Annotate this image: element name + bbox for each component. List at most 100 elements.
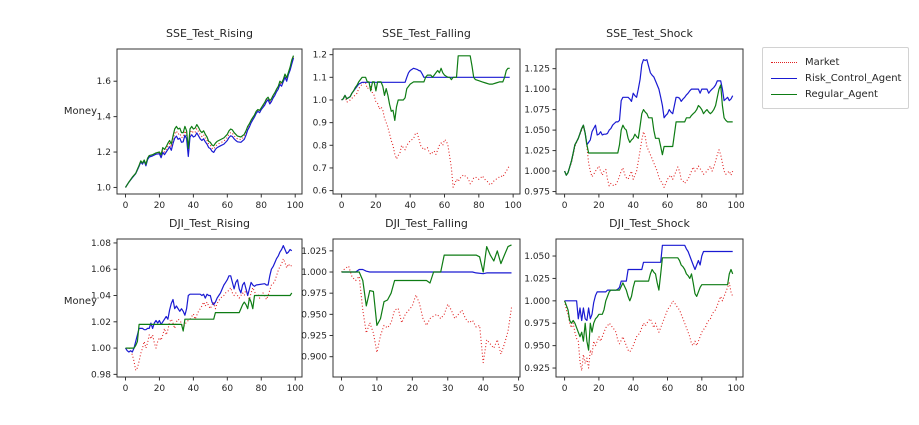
y-tick-label: 0.975 [524,188,550,198]
y-tick-label: 1.050 [524,252,550,262]
x-tick-label: 40 [627,384,639,394]
y-tick-label: 1.00 [91,344,111,354]
y-tick-label: 1.025 [524,147,550,157]
series-line-regular_agent [341,55,510,122]
x-tick-label: 80 [696,201,708,211]
x-tick-label: 0 [339,384,345,394]
legend-label: Risk_Control_Agent [805,72,902,84]
y-tick-label: 1.02 [91,318,111,328]
chart-title: DJI_Test_Rising [168,217,251,230]
x-tick-label: 20 [593,201,605,211]
x-tick-label: 100 [728,384,745,394]
subplot-dji-test-shock: DJI_Test_Shock 0 20 40 60 80 100 0.925 0.950 0.9… [508,215,752,399]
series-line-regular_agent [124,55,295,188]
x-tick-label: 80 [473,201,485,211]
legend-item-regular-agent: Regular_Agent [771,86,900,102]
series-line-risk_control_agent [341,67,510,101]
y-tick-label: 0.98 [91,370,111,380]
x-tick-label: 80 [696,384,708,394]
series-line-regular_agent [564,84,733,176]
axes-frame [332,238,521,378]
x-tick-label: 30 [442,384,454,394]
y-tick-label: 0.900 [301,353,327,363]
y-tick-label: 0.975 [301,289,327,299]
x-tick-label: 20 [154,384,166,394]
x-tick-label: 100 [505,201,522,211]
plot-area: 0 20 40 60 80 100 0.6 0.7 0.8 0.9 1.0 1.1 1.2 [313,48,522,211]
y-tick-label: 1.050 [524,126,550,136]
series-line-regular_agent [341,244,512,327]
x-tick-label: 0 [339,201,345,211]
series-line-market [341,265,513,364]
subplot-dji-test-rising: DJI_Test_Rising 0 20 40 60 80 100 0.98 1.00 1.02… [69,215,311,399]
legend-item-risk-control-agent: Risk_Control_Agent [771,70,902,86]
x-tick-label: 60 [222,201,234,211]
y-axis-label-row1: Money [63,106,97,117]
legend-label: Market [805,56,840,68]
plot-area: 0 20 40 60 80 100 1.0 1.2 1.4 1.6 [97,48,304,211]
chart-title: DJI_Test_Shock [609,217,690,230]
y-tick-label: 1.025 [301,247,327,257]
x-tick-label: 0 [123,384,129,394]
x-tick-label: 80 [256,201,268,211]
plot-area: 0 10 20 30 40 50 0.900 0.925 0.950 0.975 1.000 1.02… [301,238,525,394]
series-line-market [125,258,293,371]
series-line-risk_control_agent [564,244,733,322]
series-line-regular_agent [564,257,734,351]
y-tick-label: 1.000 [524,297,550,307]
x-tick-label: 60 [222,384,234,394]
subplot-sse-test-falling: SSE_Test_Falling 0 20 40 60 80 100 0.6 0.7 0.8 0.… [285,25,529,216]
legend-item-market: Market [771,54,900,70]
x-tick-label: 0 [562,201,568,211]
y-tick-label: 1.100 [524,85,550,95]
y-tick-label: 1.2 [313,51,327,61]
x-tick-label: 80 [256,384,268,394]
risk-control-agent-line-sample-icon [771,77,797,79]
y-tick-label: 1.0 [97,183,112,193]
plot-area: 0 20 40 60 80 100 0.975 1.000 1.025 1.050 1.075 1.1… [524,48,745,211]
axes-frame [555,238,744,378]
plot-area: 0 20 40 60 80 100 0.98 1.00 1.02 1.04 1.06 1.08 [91,238,304,394]
series-line-market [125,56,295,188]
subplot-sse-test-rising: SSE_Test_Rising 0 20 40 60 80 100 1.0 1.2 1.4 1.6 [69,25,311,216]
x-tick-label: 100 [287,201,304,211]
x-tick-label: 100 [287,384,304,394]
y-tick-label: 0.6 [313,187,328,197]
x-tick-label: 20 [154,201,166,211]
x-tick-label: 60 [662,384,674,394]
y-tick-label: 1.025 [524,274,550,284]
x-tick-label: 20 [370,201,382,211]
y-tick-label: 1.075 [524,106,550,116]
axes-frame [116,238,303,378]
axes-frame [332,48,521,195]
chart-title: SSE_Test_Rising [165,27,254,40]
series-line-risk_control_agent [124,57,295,188]
y-tick-label: 0.950 [301,310,327,320]
y-tick-label: 1.1 [313,73,327,83]
legend-label: Regular_Agent [805,88,878,100]
legend: Market Risk_Control_Agent Regular_Agent [762,47,909,109]
x-tick-label: 60 [439,201,451,211]
y-tick-label: 1.06 [91,265,111,275]
chart-title: SSE_Test_Shock [606,27,693,40]
series-line-risk_control_agent [124,245,293,353]
series-line-market [564,125,734,188]
regular-agent-line-sample-icon [771,93,797,95]
subplot-dji-test-falling: DJI_Test_Falling 0 10 20 30 40 50 0.900 0.925 0.… [285,215,529,399]
axes-frame [116,48,303,195]
y-tick-label: 1.04 [91,292,111,302]
x-tick-label: 40 [404,201,416,211]
x-tick-label: 60 [662,201,674,211]
y-tick-label: 1.125 [524,65,550,75]
axes-frame [555,48,744,195]
subplot-sse-test-shock: SSE_Test_Shock 0 20 40 60 80 100 0.975 1.000 1.0… [508,25,752,216]
x-tick-label: 100 [728,201,745,211]
y-tick-label: 0.950 [524,342,550,352]
y-tick-label: 1.08 [91,239,111,249]
y-tick-label: 0.7 [313,164,327,174]
y-tick-label: 1.6 [97,77,112,87]
x-tick-label: 50 [513,384,525,394]
x-tick-label: 40 [188,384,200,394]
x-tick-label: 20 [407,384,419,394]
